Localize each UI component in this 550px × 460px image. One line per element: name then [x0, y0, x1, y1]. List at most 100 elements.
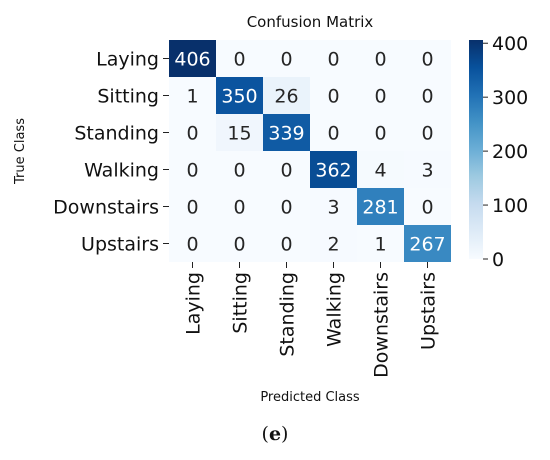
x-tick-label: Downstairs [371, 272, 393, 378]
heatmap-cell [169, 77, 216, 114]
heatmap-cell [263, 40, 310, 77]
y-tick-label: Walking [84, 160, 159, 182]
heatmap-cell [169, 114, 216, 151]
y-tick-label: Sitting [97, 86, 159, 108]
colorbar-tick-label: 300 [492, 87, 528, 109]
heatmap-cell [169, 151, 216, 188]
heatmap-cell [357, 40, 404, 77]
heatmap-cell [216, 114, 263, 151]
heatmap-cell [404, 188, 451, 225]
cell-value-label: 0 [233, 234, 245, 256]
heatmap-cell [263, 77, 310, 114]
heatmap-cell [169, 40, 216, 77]
heatmap-cell [404, 114, 451, 151]
x-tick-labels: Laying Sitting Standing Walking Downstairs Up… [183, 262, 440, 378]
heatmap-cell-labels: 406 0 0 0 0 0 1 350 26 0 0 0 0 15 339 0 0 0 0 0 0 362 4 3 0 0 0 3 28… [174, 49, 445, 256]
cell-value-label: 0 [280, 49, 292, 71]
heatmap-cell [404, 77, 451, 114]
heatmap-cell [216, 151, 263, 188]
heatmap-cell [263, 151, 310, 188]
cell-value-label: 1 [374, 234, 386, 256]
x-tick-label: Standing [277, 272, 299, 357]
heatmap-cell [357, 188, 404, 225]
cell-value-label: 339 [268, 123, 304, 145]
cell-value-label: 0 [421, 86, 433, 108]
x-tick-label: Upstairs [418, 272, 440, 350]
cell-value-label: 0 [374, 123, 386, 145]
cell-value-label: 1 [186, 86, 198, 108]
colorbar-ticks: 0 100 200 300 400 [483, 33, 528, 271]
cell-value-label: 0 [186, 197, 198, 219]
cell-value-label: 350 [221, 86, 257, 108]
chart-title: Confusion Matrix [247, 13, 374, 31]
cell-value-label: 0 [233, 197, 245, 219]
heatmap-cell [216, 40, 263, 77]
colorbar-tick-label: 400 [492, 33, 528, 55]
cell-value-label: 0 [186, 234, 198, 256]
cell-value-label: 0 [327, 86, 339, 108]
heatmap-cell [216, 225, 263, 262]
heatmap-cell [310, 151, 357, 188]
cell-value-label: 3 [327, 197, 339, 219]
heatmap-cell [310, 114, 357, 151]
colorbar-tick-label: 0 [492, 249, 504, 271]
cell-value-label: 0 [280, 160, 292, 182]
x-tick-label: Sitting [230, 272, 252, 334]
cell-value-label: 0 [421, 49, 433, 71]
cell-value-label: 26 [274, 86, 298, 108]
heatmap-cell [404, 151, 451, 188]
cell-value-label: 0 [421, 197, 433, 219]
heatmap-cell [404, 40, 451, 77]
cell-value-label: 0 [374, 49, 386, 71]
x-axis-label: Predicted Class [260, 390, 360, 405]
x-tick-label: Laying [183, 272, 205, 335]
cell-value-label: 4 [374, 160, 386, 182]
cell-value-label: 0 [186, 160, 198, 182]
y-tick-label: Upstairs [81, 234, 159, 256]
heatmap-cell [263, 225, 310, 262]
y-tick-labels: Laying Sitting Standing Walking Downstairs Up… [53, 49, 169, 256]
colorbar-tick-label: 100 [492, 195, 528, 217]
heatmap-cell [263, 188, 310, 225]
cell-value-label: 2 [327, 234, 339, 256]
heatmap-cell [357, 151, 404, 188]
heatmap-cell [357, 114, 404, 151]
cell-value-label: 3 [421, 160, 433, 182]
cell-value-label: 15 [227, 123, 251, 145]
heatmap-cell [404, 225, 451, 262]
cell-value-label: 406 [174, 49, 210, 71]
figure-caption: (e) [262, 423, 289, 445]
cell-value-label: 0 [327, 49, 339, 71]
heatmap-cell [357, 225, 404, 262]
cell-value-label: 0 [421, 123, 433, 145]
y-tick-label: Downstairs [53, 197, 159, 219]
heatmap-cell [357, 77, 404, 114]
heatmap-cell [216, 77, 263, 114]
heatmap-cell [310, 77, 357, 114]
heatmap-cell [169, 188, 216, 225]
heatmap-cells [169, 40, 451, 262]
heatmap-cell [310, 225, 357, 262]
cell-value-label: 0 [327, 123, 339, 145]
cell-value-label: 0 [186, 123, 198, 145]
cell-value-label: 0 [233, 49, 245, 71]
y-axis-label: True Class [13, 118, 28, 185]
x-tick-label: Walking [324, 272, 346, 347]
cell-value-label: 0 [374, 86, 386, 108]
heatmap-cell [263, 114, 310, 151]
cell-value-label: 281 [362, 197, 398, 219]
cell-value-label: 0 [280, 197, 292, 219]
cell-value-label: 267 [409, 234, 445, 256]
colorbar [469, 40, 483, 259]
colorbar-tick-label: 200 [492, 141, 528, 163]
y-tick-label: Standing [74, 123, 159, 145]
heatmap-cell [310, 188, 357, 225]
y-tick-label: Laying [96, 49, 159, 71]
heatmap-cell [169, 225, 216, 262]
heatmap-cell [310, 40, 357, 77]
cell-value-label: 362 [315, 160, 351, 182]
cell-value-label: 0 [280, 234, 292, 256]
cell-value-label: 0 [233, 160, 245, 182]
heatmap-cell [216, 188, 263, 225]
